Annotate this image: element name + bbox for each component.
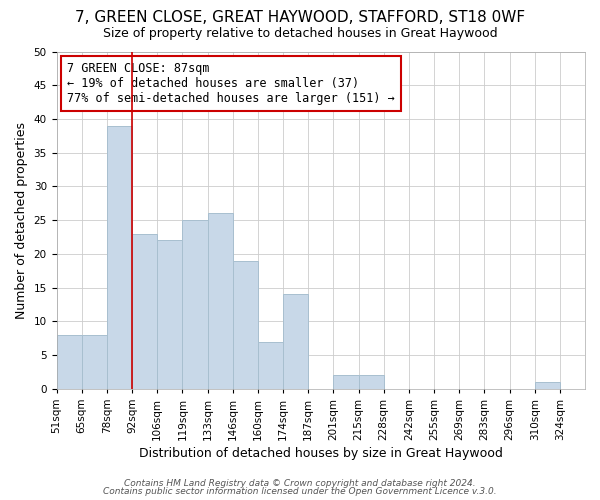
Bar bbox=[283, 294, 308, 389]
Bar bbox=[359, 376, 383, 389]
Text: 7, GREEN CLOSE, GREAT HAYWOOD, STAFFORD, ST18 0WF: 7, GREEN CLOSE, GREAT HAYWOOD, STAFFORD,… bbox=[75, 10, 525, 25]
Text: Contains HM Land Registry data © Crown copyright and database right 2024.: Contains HM Land Registry data © Crown c… bbox=[124, 478, 476, 488]
Bar bbox=[208, 214, 233, 389]
Y-axis label: Number of detached properties: Number of detached properties bbox=[15, 122, 28, 318]
Bar bbox=[334, 376, 359, 389]
Bar bbox=[56, 335, 82, 389]
Bar bbox=[132, 234, 157, 389]
Bar bbox=[182, 220, 208, 389]
X-axis label: Distribution of detached houses by size in Great Haywood: Distribution of detached houses by size … bbox=[139, 447, 503, 460]
Bar bbox=[82, 335, 107, 389]
Bar bbox=[107, 126, 132, 389]
Bar bbox=[157, 240, 182, 389]
Bar bbox=[535, 382, 560, 389]
Text: Size of property relative to detached houses in Great Haywood: Size of property relative to detached ho… bbox=[103, 28, 497, 40]
Text: 7 GREEN CLOSE: 87sqm
← 19% of detached houses are smaller (37)
77% of semi-detac: 7 GREEN CLOSE: 87sqm ← 19% of detached h… bbox=[67, 62, 395, 104]
Bar bbox=[233, 260, 258, 389]
Text: Contains public sector information licensed under the Open Government Licence v.: Contains public sector information licen… bbox=[103, 487, 497, 496]
Bar bbox=[258, 342, 283, 389]
